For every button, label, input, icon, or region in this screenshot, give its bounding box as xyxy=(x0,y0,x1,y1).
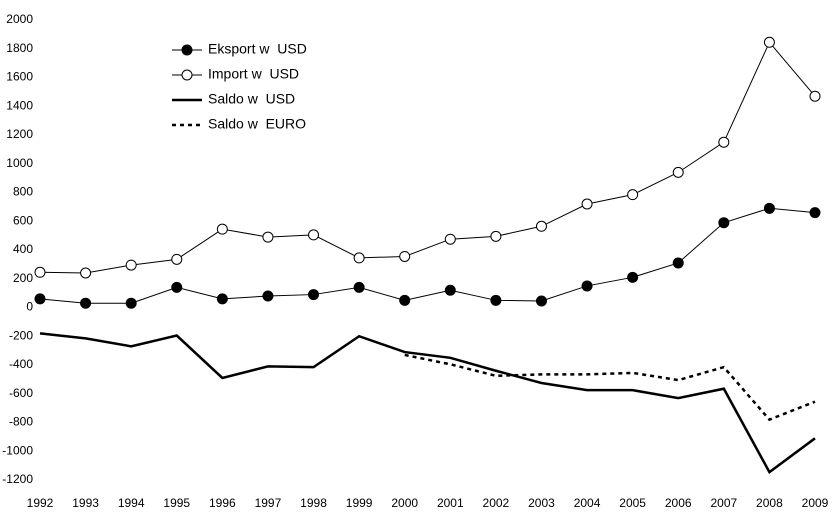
x-tick-label: 1999 xyxy=(346,496,373,510)
point xyxy=(444,233,456,245)
legend-label: Import w USD xyxy=(208,66,299,82)
x-tick-label: 1998 xyxy=(300,496,327,510)
y-tick-label: 800 xyxy=(13,185,33,199)
point xyxy=(399,294,411,306)
x-tick-label: 1992 xyxy=(27,496,54,510)
point xyxy=(809,207,821,219)
point xyxy=(627,189,639,201)
y-tick-label: -1200 xyxy=(2,472,33,486)
legend-marker xyxy=(181,44,193,56)
point xyxy=(672,166,684,178)
y-tick-label: 1000 xyxy=(6,156,33,170)
y-tick-label: -800 xyxy=(9,415,33,429)
y-tick-label: 1800 xyxy=(6,41,33,55)
point xyxy=(262,231,274,243)
legend-marker xyxy=(181,69,193,81)
legend-label: Eksport w USD xyxy=(208,41,307,57)
y-tick-label: 1400 xyxy=(6,98,33,112)
point xyxy=(171,253,183,265)
point xyxy=(809,90,821,102)
point xyxy=(581,280,593,292)
point xyxy=(353,252,365,264)
point xyxy=(718,136,730,148)
point xyxy=(216,223,228,235)
legend-label: Saldo w EURO xyxy=(208,116,306,132)
point xyxy=(34,293,46,305)
point xyxy=(535,220,547,232)
point xyxy=(581,198,593,210)
series-line xyxy=(39,332,816,474)
point xyxy=(308,289,320,301)
point xyxy=(125,297,137,309)
point xyxy=(718,217,730,229)
x-tick-label: 2001 xyxy=(437,496,464,510)
series-line xyxy=(39,207,816,304)
x-tick-label: 1994 xyxy=(118,496,145,510)
x-tick-label: 2005 xyxy=(619,496,646,510)
x-tick-label: 2002 xyxy=(483,496,510,510)
y-tick-label: -1000 xyxy=(2,443,33,457)
point xyxy=(80,297,92,309)
point xyxy=(535,295,547,307)
point xyxy=(627,271,639,283)
point xyxy=(353,281,365,293)
y-tick-label: -400 xyxy=(9,357,33,371)
legend-label: Saldo w USD xyxy=(208,91,295,107)
x-tick-label: 2009 xyxy=(802,496,829,510)
y-tick-label: 1200 xyxy=(6,127,33,141)
point xyxy=(399,250,411,262)
point xyxy=(308,229,320,241)
y-tick-label: -200 xyxy=(9,328,33,342)
point xyxy=(125,259,137,271)
point xyxy=(672,257,684,269)
point xyxy=(171,281,183,293)
y-tick-label: 200 xyxy=(13,271,33,285)
series-line xyxy=(404,353,816,422)
point xyxy=(490,230,502,242)
point xyxy=(34,266,46,278)
x-tick-label: 1993 xyxy=(72,496,99,510)
x-tick-label: 1996 xyxy=(209,496,236,510)
y-tick-label: 2000 xyxy=(6,12,33,26)
x-tick-label: 2004 xyxy=(574,496,601,510)
x-tick-label: 2003 xyxy=(528,496,555,510)
point xyxy=(763,36,775,48)
x-tick-label: 2000 xyxy=(391,496,418,510)
x-tick-label: 2007 xyxy=(710,496,737,510)
point xyxy=(262,290,274,302)
series-line xyxy=(39,41,816,274)
point xyxy=(444,284,456,296)
x-tick-label: 1995 xyxy=(163,496,190,510)
point xyxy=(490,294,502,306)
y-tick-label: 600 xyxy=(13,213,33,227)
x-tick-label: 1997 xyxy=(255,496,282,510)
y-tick-label: 400 xyxy=(13,242,33,256)
y-tick-label: 0 xyxy=(26,300,33,314)
point xyxy=(216,293,228,305)
x-tick-label: 2006 xyxy=(665,496,692,510)
y-tick-label: -600 xyxy=(9,386,33,400)
point xyxy=(80,267,92,279)
x-tick-label: 2008 xyxy=(756,496,783,510)
y-tick-label: 1600 xyxy=(6,70,33,84)
point xyxy=(763,202,775,214)
